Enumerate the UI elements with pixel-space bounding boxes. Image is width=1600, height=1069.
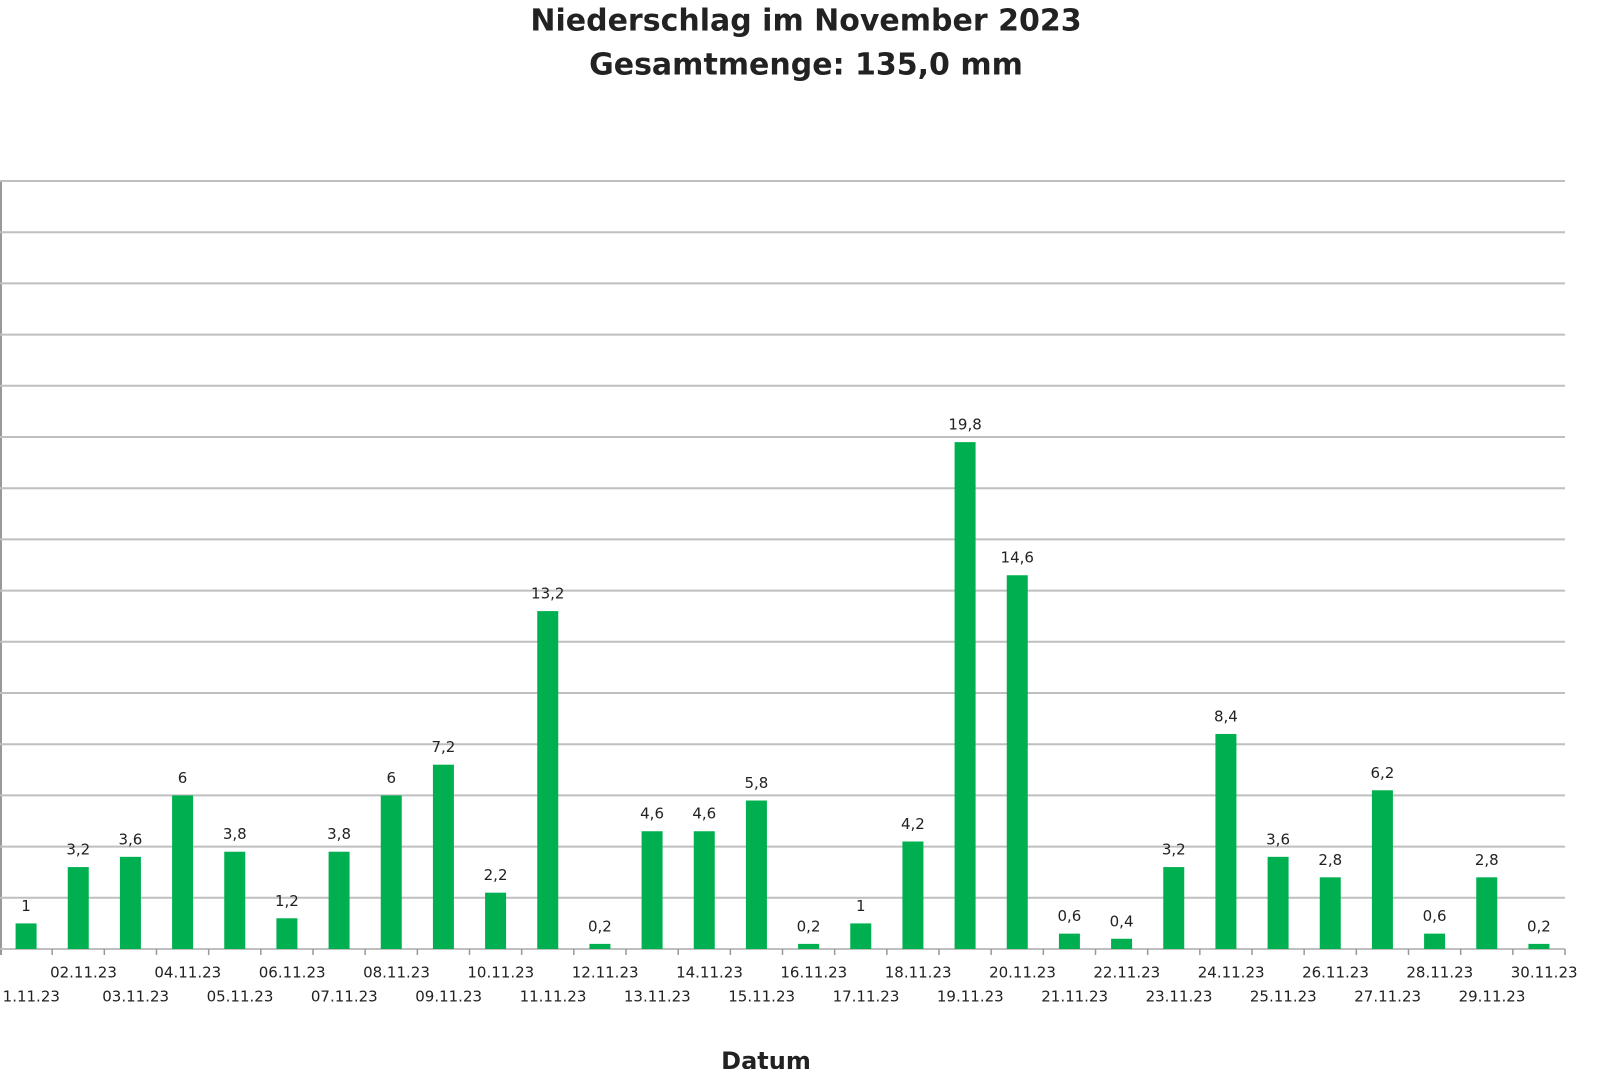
- bar: [745, 800, 767, 949]
- data-label: 14,6: [1001, 549, 1034, 567]
- bar: [798, 943, 820, 949]
- data-label: 4,6: [640, 805, 664, 823]
- data-label: 4,2: [901, 815, 925, 833]
- x-tick-label: 02.11.23: [50, 964, 117, 982]
- x-tick-label: 15.11.23: [728, 988, 795, 1006]
- data-label: 6: [178, 769, 188, 787]
- bar: [954, 442, 976, 949]
- x-tick-label: 20.11.23: [989, 964, 1056, 982]
- bar: [1476, 877, 1498, 949]
- data-label: 6,2: [1370, 764, 1394, 782]
- x-tick-label: 19.11.23: [937, 988, 1004, 1006]
- x-tick-label: 25.11.23: [1250, 988, 1317, 1006]
- x-tick-label: 23.11.23: [1146, 988, 1213, 1006]
- data-label: 19,8: [948, 416, 981, 434]
- x-tick-label: 17.11.23: [833, 988, 900, 1006]
- bar: [537, 611, 559, 949]
- bar: [1058, 933, 1080, 949]
- bar: [485, 892, 507, 949]
- x-tick-label: 07.11.23: [311, 988, 378, 1006]
- x-tick-label: 16.11.23: [780, 964, 847, 982]
- x-tick-label: 04.11.23: [154, 964, 221, 982]
- bar: [1111, 938, 1133, 949]
- data-label: 0,4: [1110, 912, 1134, 930]
- x-tick-label: 29.11.23: [1459, 988, 1526, 1006]
- data-label: 0,6: [1057, 907, 1081, 925]
- data-label: 4,6: [692, 805, 716, 823]
- x-tick-label: 27.11.23: [1354, 988, 1421, 1006]
- bar: [1215, 733, 1237, 949]
- bar: [1006, 575, 1028, 949]
- data-label: 2,8: [1475, 851, 1499, 869]
- x-tick-label: 28.11.23: [1406, 964, 1473, 982]
- bar: [902, 841, 924, 949]
- x-axis-label: Datum: [721, 1047, 811, 1069]
- data-label: 5,8: [744, 774, 768, 792]
- bar: [1528, 943, 1550, 949]
- x-tick-label: 21.11.23: [1041, 988, 1108, 1006]
- bar: [1424, 933, 1446, 949]
- bar: [1319, 877, 1341, 949]
- bar: [15, 923, 37, 949]
- bar: [380, 795, 402, 949]
- data-label: 1: [21, 897, 31, 915]
- data-label: 3,8: [223, 825, 247, 843]
- bar: [432, 764, 454, 949]
- data-label: 8,4: [1214, 707, 1238, 725]
- x-tick-label: 18.11.23: [885, 964, 952, 982]
- data-label: 3,6: [1266, 830, 1290, 848]
- bar: [172, 795, 194, 949]
- x-tick-label: 05.11.23: [207, 988, 274, 1006]
- bar: [276, 918, 298, 949]
- data-label: 2,8: [1318, 851, 1342, 869]
- data-label: 0,6: [1423, 907, 1447, 925]
- x-tick-label: 13.11.23: [624, 988, 691, 1006]
- x-tick-label: 12.11.23: [572, 964, 639, 982]
- bar: [1267, 856, 1289, 949]
- bar: [1163, 867, 1185, 949]
- x-tick-label: 03.11.23: [102, 988, 169, 1006]
- data-label: 0,2: [588, 917, 612, 935]
- data-label: 3,2: [66, 841, 90, 859]
- data-label: 0,2: [1527, 917, 1551, 935]
- data-label: 6: [386, 769, 396, 787]
- x-tick-label: 26.11.23: [1302, 964, 1369, 982]
- data-label: 1,2: [275, 892, 299, 910]
- x-tick-label: 14.11.23: [676, 964, 743, 982]
- data-label: 3,2: [1162, 841, 1186, 859]
- bar: [328, 851, 350, 949]
- bar: [589, 943, 611, 949]
- x-tick-label: 11.11.23: [520, 988, 587, 1006]
- x-tick-label: 24.11.23: [1198, 964, 1265, 982]
- data-label: 0,2: [797, 917, 821, 935]
- x-tick-label: 09.11.23: [415, 988, 482, 1006]
- x-tick-label: 10.11.23: [467, 964, 534, 982]
- bar: [119, 856, 141, 949]
- data-label: 3,8: [327, 825, 351, 843]
- bar: [1371, 790, 1393, 949]
- data-label: 7,2: [431, 738, 455, 756]
- data-label: 1: [856, 897, 866, 915]
- data-label: 2,2: [484, 866, 508, 884]
- data-label: 3,6: [118, 830, 142, 848]
- chart-subtitle: Gesamtmenge: 135,0 mm: [589, 48, 1023, 83]
- bar: [224, 851, 246, 949]
- x-tick-label: 06.11.23: [259, 964, 326, 982]
- x-tick-label: 22.11.23: [1093, 964, 1160, 982]
- x-tick-label: 30.11.23: [1511, 964, 1578, 982]
- x-tick-label: 08.11.23: [363, 964, 430, 982]
- bar: [641, 831, 663, 949]
- bar: [850, 923, 872, 949]
- chart-title: Niederschlag im November 2023: [530, 4, 1081, 39]
- bar: [67, 867, 89, 949]
- bar: [693, 831, 715, 949]
- x-tick-label: 1.11.23: [3, 988, 60, 1006]
- data-label: 13,2: [531, 585, 564, 603]
